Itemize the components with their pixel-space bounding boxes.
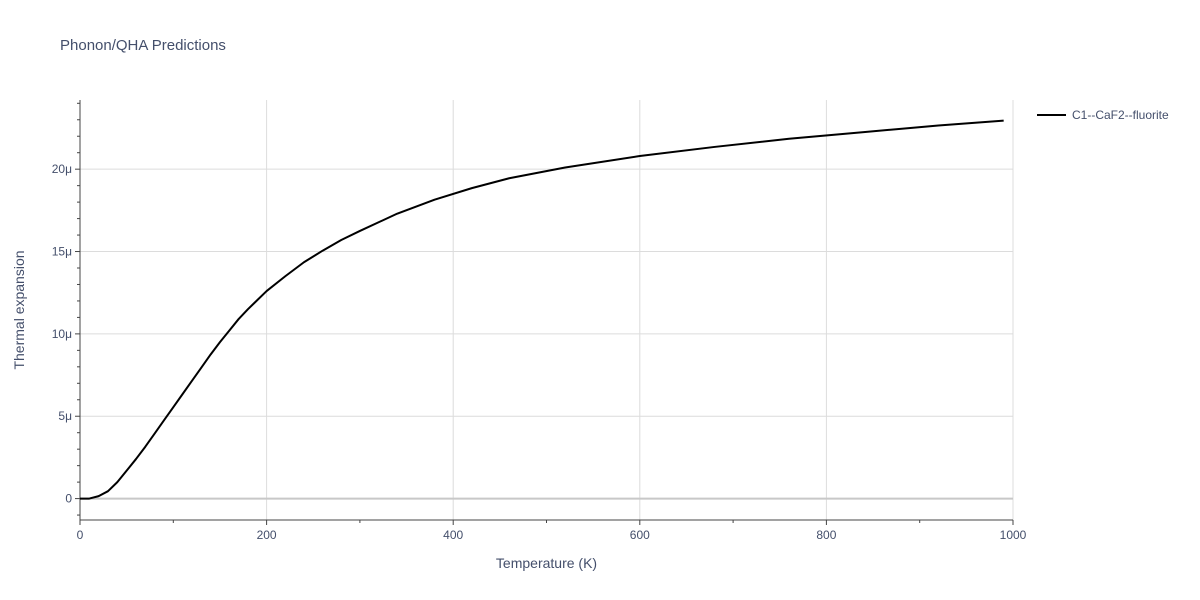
x-tick-label: 0: [77, 528, 84, 542]
series-line: [80, 119, 1004, 500]
x-tick-label: 200: [257, 528, 277, 542]
y-tick-label: 0: [65, 492, 72, 506]
axes-layer: 0 200 400 600 800 1000 0 5μ 10μ 15μ 20μ: [52, 100, 1027, 542]
y-axis-title: Thermal expansion: [11, 250, 27, 369]
y-tick-label: 5μ: [58, 409, 72, 423]
legend-label: C1--CaF2--fluorite: [1072, 108, 1169, 122]
legend[interactable]: C1--CaF2--fluorite: [1037, 108, 1169, 122]
x-tick-label: 400: [443, 528, 463, 542]
series-layer: [80, 119, 1004, 500]
x-tick-label: 600: [630, 528, 650, 542]
y-tick-label: 20μ: [52, 162, 72, 176]
legend-item[interactable]: C1--CaF2--fluorite: [1037, 108, 1169, 122]
x-tick-label: 1000: [1000, 528, 1027, 542]
y-tick-label: 15μ: [52, 245, 72, 259]
y-tick-label: 10μ: [52, 327, 72, 341]
x-axis-title: Temperature (K): [496, 555, 597, 571]
grid-layer: [80, 100, 1014, 520]
x-tick-label: 800: [816, 528, 836, 542]
chart-title: Phonon/QHA Predictions: [60, 37, 226, 54]
